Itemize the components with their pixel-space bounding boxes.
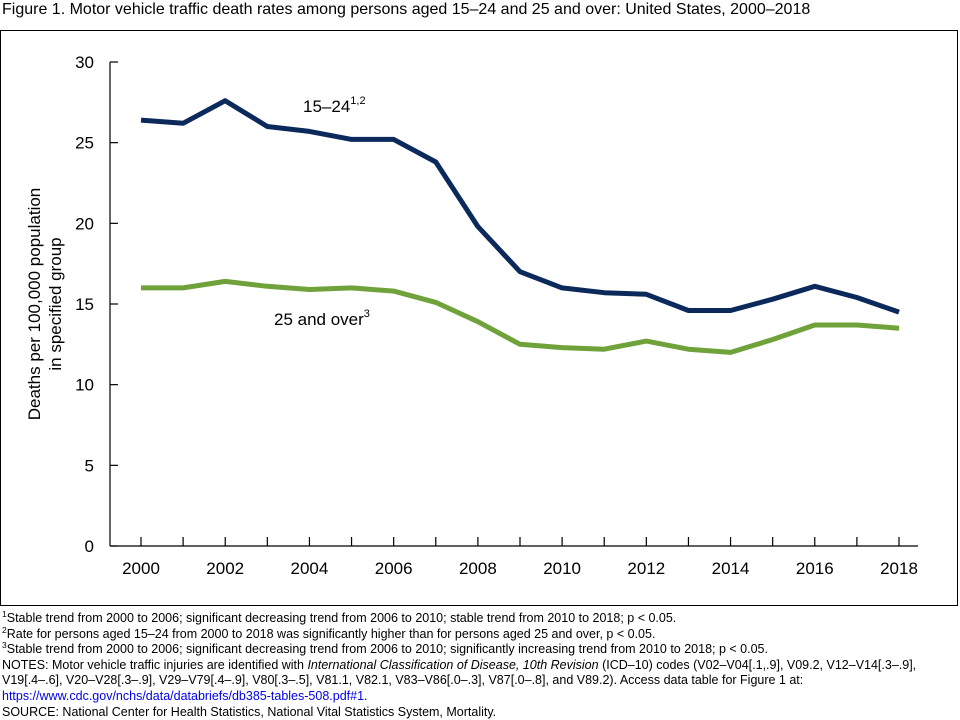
x-tick-label-2018: 2018 [880, 559, 918, 578]
chart-frame [0, 30, 958, 606]
y-tick-label-10: 10 [75, 376, 94, 395]
x-tick-label-2010: 2010 [543, 559, 581, 578]
data-table-link[interactable]: https://www.cdc.gov/nchs/data/databriefs… [2, 688, 365, 703]
series-label-2: 25 and over3 [274, 308, 370, 329]
footnote-1-text: Stable trend from 2000 to 2006; signific… [6, 611, 677, 625]
series-line-2 [141, 278, 900, 355]
series-lines [140, 98, 900, 355]
series-line-1 [140, 98, 900, 315]
figure-title: Figure 1. Motor vehicle traffic death ra… [2, 1, 811, 18]
series-labels: 15–241,2 25 and over3 [274, 95, 370, 329]
series-label-1-sup: 1,2 [350, 95, 365, 107]
y-tick-label-15: 15 [75, 295, 94, 314]
x-tick-label-2014: 2014 [712, 559, 750, 578]
footnote-1-marker: 1 [2, 608, 7, 619]
footnote-1: 1Stable trend from 2000 to 2006; signifi… [2, 608, 952, 627]
series-label-2-text: 25 and over [274, 310, 364, 329]
footnote-2: 2Rate for persons aged 15–24 from 2000 t… [2, 624, 952, 643]
footnote-3: 3Stable trend from 2000 to 2006; signifi… [2, 640, 952, 658]
x-tick-label-2004: 2004 [291, 559, 329, 578]
y-tick-label-0: 0 [85, 537, 94, 556]
series-label-1: 15–241,2 [303, 95, 366, 116]
footnote-3-marker: 3 [2, 640, 7, 651]
footnote-2-text: Rate for persons aged 15–24 from 2000 to… [6, 626, 656, 641]
notes-paragraph: NOTES: Motor vehicle traffic injuries ar… [2, 658, 952, 705]
footnote-3-text: Stable trend from 2000 to 2006; signific… [6, 642, 768, 657]
notes-text-c: . [364, 688, 368, 703]
y-axis-title-line-1: Deaths per 100,000 population [25, 188, 44, 421]
series-label-2-sup: 3 [364, 308, 370, 320]
footnote-2-marker: 2 [2, 624, 7, 635]
series-label-1-text: 15–24 [303, 97, 350, 116]
source-line: SOURCE: National Center for Health Stati… [2, 704, 497, 719]
x-tick-label-2002: 2002 [206, 559, 244, 578]
y-axis-title: Deaths per 100,000 population in specifie… [25, 188, 65, 421]
axes: 0 5 10 15 20 25 30 2000 2002 2004 2006 2008 2010 2012… [25, 53, 918, 578]
y-tick-label-30: 30 [75, 53, 94, 72]
x-tick-label-2012: 2012 [627, 559, 665, 578]
y-tick-label-20: 20 [75, 214, 94, 233]
line-chart: 0 5 10 15 20 25 30 2000 2002 2004 2006 2008 2010 2012… [25, 53, 918, 578]
footnotes: 1Stable trend from 2000 to 2006; signifi… [2, 608, 952, 720]
y-tick-label-5: 5 [85, 456, 94, 475]
notes-icd-title: International Classification of Disease,… [307, 657, 599, 672]
notes-text-a: NOTES: Motor vehicle traffic injuries ar… [2, 657, 308, 672]
x-tick-label-2016: 2016 [796, 559, 834, 578]
y-axis-title-line-2: in specified group [46, 237, 65, 370]
x-tick-label-2006: 2006 [375, 559, 413, 578]
x-tick-label-2000: 2000 [122, 559, 160, 578]
x-tick-label-2008: 2008 [459, 559, 497, 578]
y-tick-label-25: 25 [75, 134, 94, 153]
notes-text-b: (ICD–10) codes (V02–V04[.1,.9], V09.2, V… [2, 657, 917, 688]
